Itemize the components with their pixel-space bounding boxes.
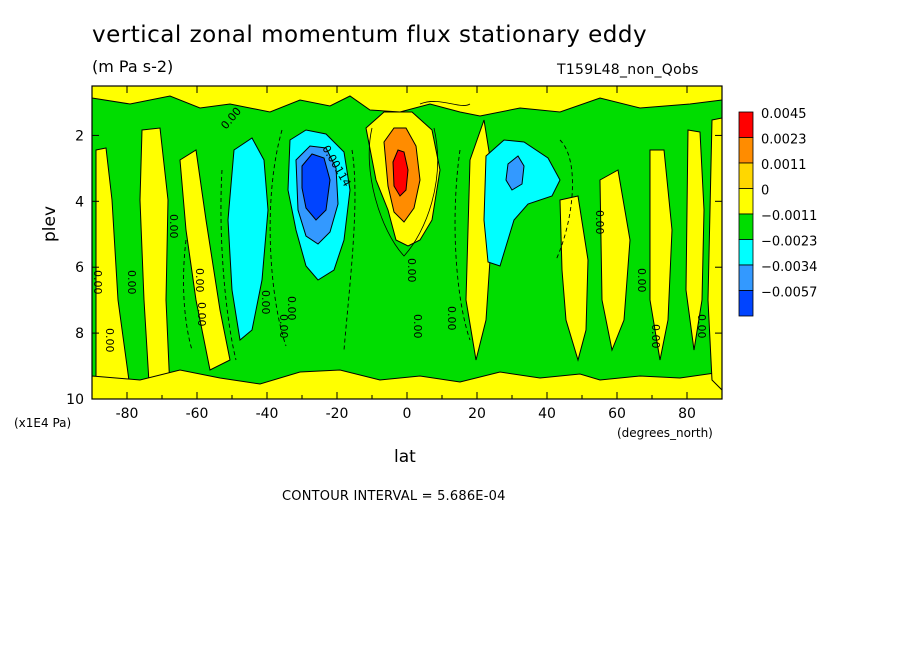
colorbar-swatch [738, 264, 754, 291]
yellow-band-right2 [559, 195, 589, 362]
contour-label: 0.00 [125, 270, 138, 295]
dashed-contour-5 [555, 139, 573, 261]
plot-area [92, 86, 722, 399]
yellow-band-left [95, 147, 141, 399]
dashed-contour-3 [220, 169, 237, 361]
colorbar-swatch [738, 213, 754, 240]
colorbar-label: −0.0057 [761, 286, 817, 301]
chart-title: vertical zonal momentum flux stationary … [92, 22, 648, 48]
contour-label: 0.00 [277, 314, 290, 339]
contour-label: 0.00 [649, 324, 662, 349]
y-axis-label: plev [40, 205, 60, 242]
contour-label: 0.00 [405, 258, 418, 283]
yellow-band-right6 [707, 117, 722, 391]
y-tick-label: 10 [66, 392, 84, 408]
colorbar-swatch [738, 111, 754, 138]
y-tick-label: 2 [75, 128, 84, 144]
x-tick-label: 0 [403, 406, 412, 422]
colorbar-swatch [738, 239, 754, 266]
colorbar: 0.0045 0.0023 0.0011 0 −0.0011 −0.0023 −0.0034… [738, 107, 817, 317]
colorbar-label: 0.0023 [761, 133, 807, 148]
red-core [392, 149, 409, 197]
contour-label: 0.00 [695, 314, 708, 339]
dashed-contour-2 [343, 149, 356, 351]
colorbar-label: 0 [761, 184, 769, 199]
colorbar-swatch [738, 137, 754, 164]
colorbar-swatch [738, 290, 754, 317]
x-axis-label: lat [394, 447, 416, 467]
solid-contour-1 [368, 127, 438, 257]
y-tick-label: 8 [75, 326, 84, 342]
cyan-region-south [227, 137, 269, 341]
colorbar-swatch [738, 188, 754, 215]
yellow-band-right5 [685, 129, 705, 351]
x-tick-label: 80 [678, 406, 696, 422]
x-tick-label: 60 [608, 406, 626, 422]
contour-label: 0.00 [193, 268, 206, 293]
colorbar-label: 0.0045 [761, 107, 807, 122]
x-tick-label: 40 [538, 406, 556, 422]
yellow-band-right4 [649, 149, 673, 361]
yellow-band-left3 [179, 149, 231, 371]
blue-north [505, 155, 525, 191]
contour-label: 0.00 [593, 210, 606, 235]
colorbar-label: −0.0023 [761, 235, 817, 250]
colorbar-label: −0.0011 [761, 209, 817, 224]
contour-label: 0.00 [103, 328, 116, 353]
x-tick-label: -40 [256, 406, 279, 422]
x-tick-label: 20 [468, 406, 486, 422]
x-tick-label: -80 [116, 406, 139, 422]
x-tick-label: -20 [326, 406, 349, 422]
colorbar-label: 0.0011 [761, 158, 807, 173]
x-axis: -80 -60 -40 -20 0 20 40 60 80 [91, 86, 723, 422]
y-tick-label: 4 [75, 194, 84, 210]
solid-contour-2 [419, 101, 471, 106]
y-tick-label: 6 [75, 260, 84, 276]
x-tick-label: -60 [186, 406, 209, 422]
dashed-contour-4 [454, 149, 471, 341]
x-axis-units: (degrees_north) [617, 426, 713, 440]
cyan-region-north [483, 139, 561, 267]
colorbar-swatch [738, 162, 754, 189]
yellow-band-right3 [599, 169, 631, 352]
blue-core [301, 153, 331, 221]
contour-label: 0.00 [259, 290, 272, 315]
contour-label: 0.00 [285, 296, 298, 321]
contour-label: 0.00 [167, 214, 180, 239]
y-axis: 2 4 6 8 10 [66, 128, 722, 408]
contour-label: 0.00 [195, 302, 208, 327]
chart-units: (m Pa s-2) [92, 57, 174, 76]
colorbar-label: −0.0034 [761, 260, 817, 275]
contour-label: 0.00 [411, 314, 424, 339]
dashed-contour-6 [183, 239, 193, 351]
dashed-contour-1 [269, 129, 287, 347]
contour-label: 0.00 [445, 306, 458, 331]
contour-label: 0.00 [91, 270, 104, 295]
y-axis-units: (x1E4 Pa) [14, 416, 72, 430]
contour-interval: CONTOUR INTERVAL = 5.686E-04 [282, 489, 506, 504]
run-name: T159L48_non_Qobs [557, 62, 699, 78]
contour-label: 0.00 [635, 268, 648, 293]
